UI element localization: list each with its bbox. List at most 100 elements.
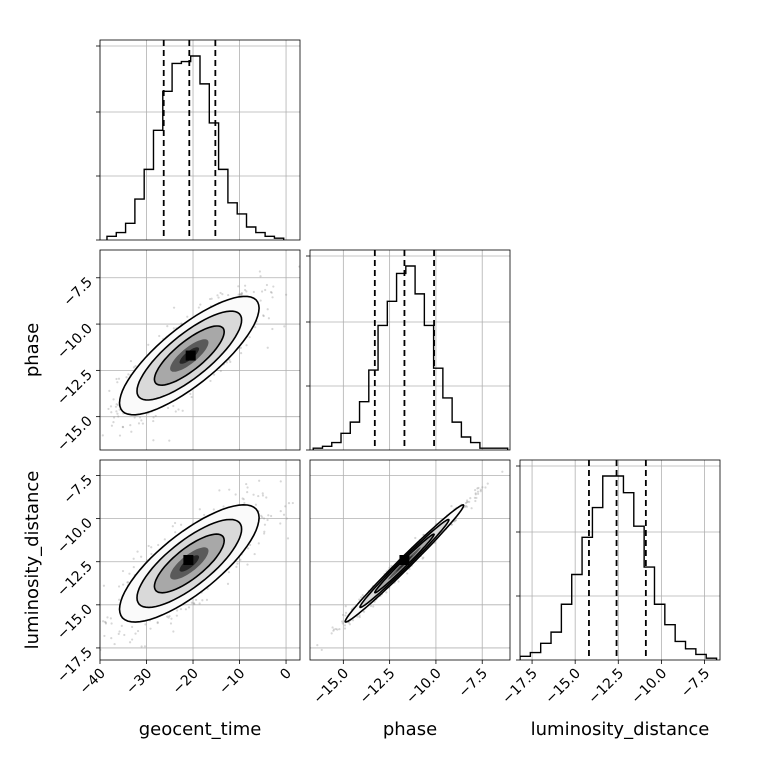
contour-line <box>153 533 226 594</box>
sample-point <box>107 407 110 411</box>
sample-point <box>218 489 221 492</box>
histogram-step-phase <box>312 265 509 450</box>
panel-frame <box>99 459 301 661</box>
sample-point <box>140 419 143 422</box>
sample-point <box>166 615 169 618</box>
sample-point <box>336 628 339 631</box>
sample-point <box>96 433 98 435</box>
sample-point <box>121 426 125 429</box>
sample-point <box>158 334 161 338</box>
sample-point <box>252 290 255 294</box>
sample-point <box>242 498 245 501</box>
sample-point <box>266 308 269 311</box>
sample-point <box>269 290 273 294</box>
sample-point <box>332 628 336 631</box>
sample-point <box>152 439 155 442</box>
sample-point <box>140 645 143 648</box>
x-tick-label: −12.5 <box>585 666 627 708</box>
sample-point <box>134 365 137 368</box>
sample-point <box>244 284 247 287</box>
sample-point <box>241 497 244 500</box>
sample-point <box>473 496 476 499</box>
sample-point <box>126 581 129 584</box>
sample-point <box>226 582 230 586</box>
sample-point <box>481 486 484 489</box>
y-tick-label: −12.5 <box>54 367 96 409</box>
sample-point <box>163 538 166 541</box>
sample-point <box>121 569 125 573</box>
sample-point <box>245 482 248 486</box>
sample-point <box>279 522 282 525</box>
sample-point <box>263 523 267 526</box>
sample-point <box>463 505 467 508</box>
x-tick-label: −15.0 <box>311 666 353 708</box>
sample-point <box>279 480 282 483</box>
sample-point <box>259 275 262 278</box>
sample-point <box>116 404 120 407</box>
x-axis-label-luminosity-distance: luminosity_distance <box>531 719 710 740</box>
y-tick-label: −15.0 <box>54 413 96 455</box>
sample-point <box>203 513 206 517</box>
sample-point <box>465 499 469 502</box>
sample-point <box>260 290 264 293</box>
sample-point <box>243 501 246 505</box>
sample-point <box>338 628 341 631</box>
sample-point <box>270 514 273 518</box>
sample-point <box>115 403 118 406</box>
sample-point <box>359 596 363 599</box>
sample-point <box>152 416 155 419</box>
sample-point <box>240 292 243 295</box>
sample-point <box>154 414 157 418</box>
sample-point <box>117 415 120 418</box>
sample-point <box>474 493 477 496</box>
sample-point <box>157 543 160 547</box>
y-tick-label: −15.0 <box>54 601 96 643</box>
y-axis-label-phase: phase <box>22 323 43 377</box>
sample-point <box>109 617 112 620</box>
sample-point <box>397 580 400 583</box>
hist-panel-geocent-time <box>96 39 301 241</box>
x-tick-label: −10 <box>216 666 248 698</box>
sample-point <box>414 536 417 540</box>
sample-point <box>267 317 270 320</box>
mode-marker <box>399 555 410 565</box>
sample-point <box>198 602 201 605</box>
sample-point <box>120 624 123 627</box>
sample-point <box>189 392 192 396</box>
sample-point <box>344 611 348 614</box>
sample-point <box>89 404 91 406</box>
sample-point <box>129 423 132 427</box>
sample-point <box>254 326 257 329</box>
sample-point <box>260 514 263 517</box>
sample-point <box>282 513 286 516</box>
x-tick-label: −20 <box>170 666 202 698</box>
sample-point <box>172 630 175 633</box>
sample-point <box>174 410 177 413</box>
x-axis-label-phase: phase <box>383 719 437 740</box>
sample-point <box>257 494 260 498</box>
contour-line <box>118 503 260 623</box>
sample-point <box>126 581 130 584</box>
sample-point <box>332 629 335 632</box>
x-tick-label: −7.5 <box>456 666 491 701</box>
sample-point <box>341 620 344 623</box>
sample-point <box>227 571 231 574</box>
histogram-step-luminosity-distance <box>520 475 718 660</box>
sample-point <box>285 517 288 520</box>
sample-point <box>331 626 334 629</box>
sample-point <box>168 615 171 618</box>
sample-point <box>422 556 425 559</box>
sample-point <box>465 501 468 504</box>
sample-point <box>134 632 137 635</box>
sample-point <box>179 607 183 611</box>
sample-point <box>102 620 105 623</box>
sample-point <box>131 625 134 629</box>
sample-point <box>239 558 242 561</box>
sample-point <box>150 552 153 556</box>
sample-point <box>245 344 248 347</box>
sample-point <box>257 542 260 545</box>
density-panel-geocent-time-vs-luminosity-distance <box>99 459 301 661</box>
sample-point <box>239 293 242 296</box>
sample-point <box>263 530 266 533</box>
x-tick-label: −10.0 <box>403 666 445 708</box>
